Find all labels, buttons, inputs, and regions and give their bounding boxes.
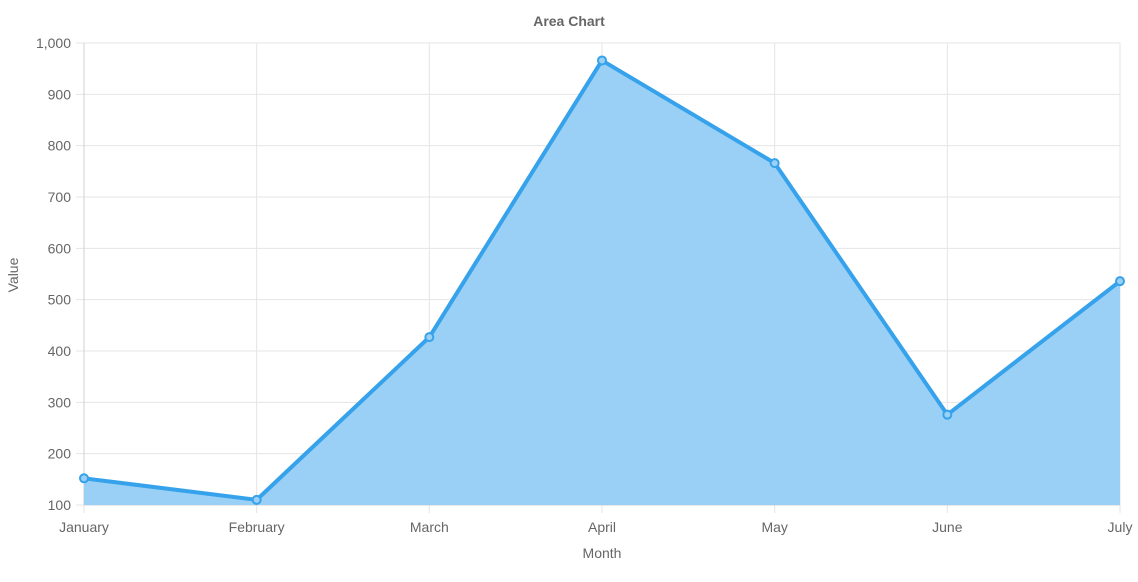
y-tick-label: 500 <box>48 292 72 308</box>
x-tick-label: March <box>410 519 449 535</box>
x-axis-ticks: January February March April May June July <box>59 519 1132 535</box>
x-tick-label: April <box>588 519 616 535</box>
data-point[interactable] <box>424 332 435 343</box>
area-layer <box>79 55 1125 505</box>
y-tick-label: 1,000 <box>36 35 71 51</box>
y-tick-label: 400 <box>48 343 72 359</box>
data-point[interactable] <box>1115 276 1125 287</box>
data-point[interactable] <box>597 55 607 66</box>
y-tick-label: 300 <box>48 394 72 410</box>
y-tick-label: 800 <box>48 138 72 154</box>
y-axis-title: Value <box>5 257 21 292</box>
x-tick-label: February <box>229 519 285 535</box>
data-point[interactable] <box>769 158 780 169</box>
chart-title: Area Chart <box>533 13 605 29</box>
y-tick-label: 600 <box>48 240 72 256</box>
y-tick-label: 900 <box>48 86 72 102</box>
y-axis-ticks: 100 200 300 400 500 600 700 800 900 1,000 <box>36 35 71 513</box>
y-tick-label: 700 <box>48 189 72 205</box>
y-tick-label: 200 <box>48 446 72 462</box>
x-tick-label: June <box>932 519 963 535</box>
x-tick-label: July <box>1108 519 1133 535</box>
x-tick-label: January <box>59 519 109 535</box>
x-tick-label: May <box>761 519 787 535</box>
data-point[interactable] <box>79 473 89 484</box>
x-axis-title: Month <box>583 545 622 561</box>
y-tick-label: 100 <box>48 497 72 513</box>
data-point[interactable] <box>251 494 262 505</box>
area-fill <box>84 60 1120 505</box>
data-point[interactable] <box>942 409 953 420</box>
